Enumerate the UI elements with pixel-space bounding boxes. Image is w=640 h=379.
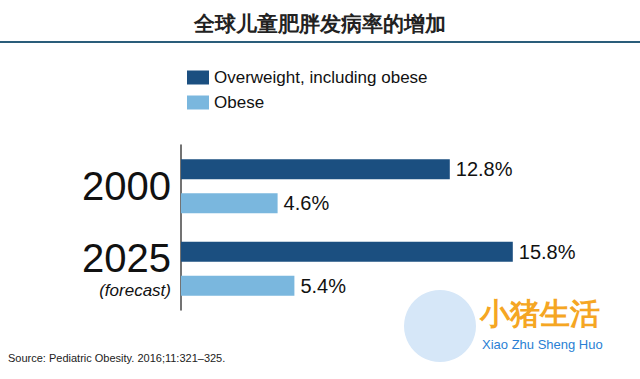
svg-text:12.8%: 12.8%: [456, 158, 513, 180]
svg-text:Overweight, including obese: Overweight, including obese: [214, 68, 428, 87]
svg-text:15.8%: 15.8%: [519, 241, 576, 263]
svg-text:Xiao Zhu Sheng Huo: Xiao Zhu Sheng Huo: [482, 337, 603, 352]
svg-text:Obese: Obese: [214, 93, 264, 112]
svg-text:Source: Pediatric Obesity. 201: Source: Pediatric Obesity. 2016;11:321–3…: [8, 352, 225, 364]
svg-text:4.6%: 4.6%: [284, 192, 330, 214]
svg-text:2000: 2000: [82, 164, 171, 208]
svg-text:(forecast): (forecast): [99, 281, 171, 300]
svg-text:5.4%: 5.4%: [300, 275, 346, 297]
svg-text:2025: 2025: [82, 236, 171, 280]
svg-text:小猪生活: 小猪生活: [479, 297, 600, 330]
svg-text:全球儿童肥胖发病率的增加: 全球儿童肥胖发病率的增加: [193, 12, 446, 35]
